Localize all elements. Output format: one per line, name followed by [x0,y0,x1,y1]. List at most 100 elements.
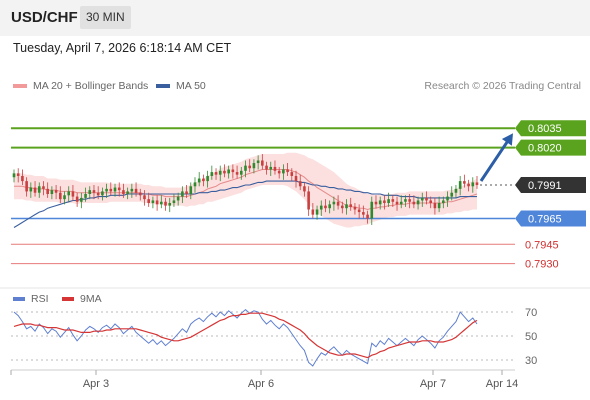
candle-body [315,209,319,215]
candle-body [256,160,260,164]
candle-body [80,197,83,202]
candle-body [172,200,176,204]
candle-body [151,200,155,204]
candle-body [176,196,180,201]
candle-body [433,203,437,209]
candle-body [88,190,92,195]
ma50-line [13,180,477,228]
x-tick-label: Apr 6 [248,378,274,390]
candle-body [50,190,54,195]
candle-body [202,178,205,182]
candle-body [235,172,239,175]
legend-ma20-label: MA 20 + Bollinger Bands [33,80,149,92]
datetime-label: Tuesday, April 7, 2026 6:18:14 AM CET [13,41,232,55]
candle-body [336,201,340,206]
price-tag-box [515,139,586,156]
candle-body [214,172,218,175]
candle-body [463,181,466,184]
candle-body [391,199,395,202]
price-tag-box [515,120,586,137]
x-tick-label: Apr 14 [486,378,518,390]
candle-body [261,160,264,166]
candle-body [227,169,230,174]
price-tag-0.7945: 0.7945 [525,239,559,251]
candle-body [383,200,386,204]
candle-body [143,195,146,200]
candle-body [303,186,306,192]
candle-body [273,166,277,171]
candle-body [357,209,361,213]
candle-body [341,205,344,209]
candle-body [265,165,268,170]
candle-body [231,169,235,173]
candle-body [54,190,58,193]
candle-body [446,196,449,201]
price-tag-box [515,176,586,193]
candle-body [37,186,41,193]
candle-body [345,204,348,209]
candle-body [164,201,167,206]
candle-body [92,190,96,193]
candle-body [429,200,433,204]
candle-body [420,197,424,201]
candle-body [454,188,458,193]
candle-body [374,201,378,205]
candle-body [101,191,104,196]
candle-body [471,182,475,187]
price-tag-text: 0.7991 [528,180,562,192]
candle-body [16,173,20,176]
candle-body [63,195,66,200]
candle-body [277,170,281,174]
candle-body [168,203,172,206]
candle-body [324,205,327,209]
candle-body [29,187,33,192]
legend-rsi-swatch [13,297,25,302]
candle-body [319,205,323,210]
legend-ma50-label: MA 50 [176,80,206,92]
candle-body [408,199,411,202]
legend-ma50-swatch [156,84,170,89]
candle-body [185,191,188,195]
legend-rsi-ma: 9MA [62,293,102,305]
candle-body [206,175,209,182]
rsi-line [13,308,478,367]
legend-rsi-label: RSI [31,293,49,305]
candle-body [395,201,399,205]
candle-body [96,192,100,196]
legend-rsi-ma-label: 9MA [80,293,102,305]
candle-body [244,165,247,171]
price-tag-0.7965: 0.7965 [515,210,586,227]
candle-body [252,163,256,169]
candle-body [223,170,226,174]
candle-body [416,200,420,205]
candle-body [412,201,416,205]
price-tag-0.8035: 0.8035 [515,120,586,137]
rsi-tick-label: 50 [525,331,537,343]
forecast-arrow-head [501,133,513,146]
x-tick-label: Apr 3 [83,378,109,390]
candle-body [353,206,357,210]
candle-body [290,172,294,176]
candle-body [399,201,403,205]
candle-body [21,175,24,182]
candle-body [286,169,289,173]
rsi-ma-line [13,312,478,359]
candle-body [25,181,28,192]
candle-body [46,188,49,195]
candle-body [282,169,285,174]
price-tag-text: 0.8035 [528,123,562,135]
candle-body [134,188,138,193]
candle-body [155,200,159,205]
candle-body [218,170,222,175]
header-bar: USD/CHF 30 MIN [0,0,590,36]
candle-body [269,166,273,170]
candle-body [109,188,113,192]
candle-body [442,200,445,204]
timeframe-button[interactable]: 30 MIN [80,6,131,29]
legend-rsi: RSI [13,293,49,305]
candle-body [248,165,252,169]
forecast-arrow-shaft [479,138,511,182]
candle-body [366,214,369,219]
x-tick-label: Apr 7 [420,378,446,390]
